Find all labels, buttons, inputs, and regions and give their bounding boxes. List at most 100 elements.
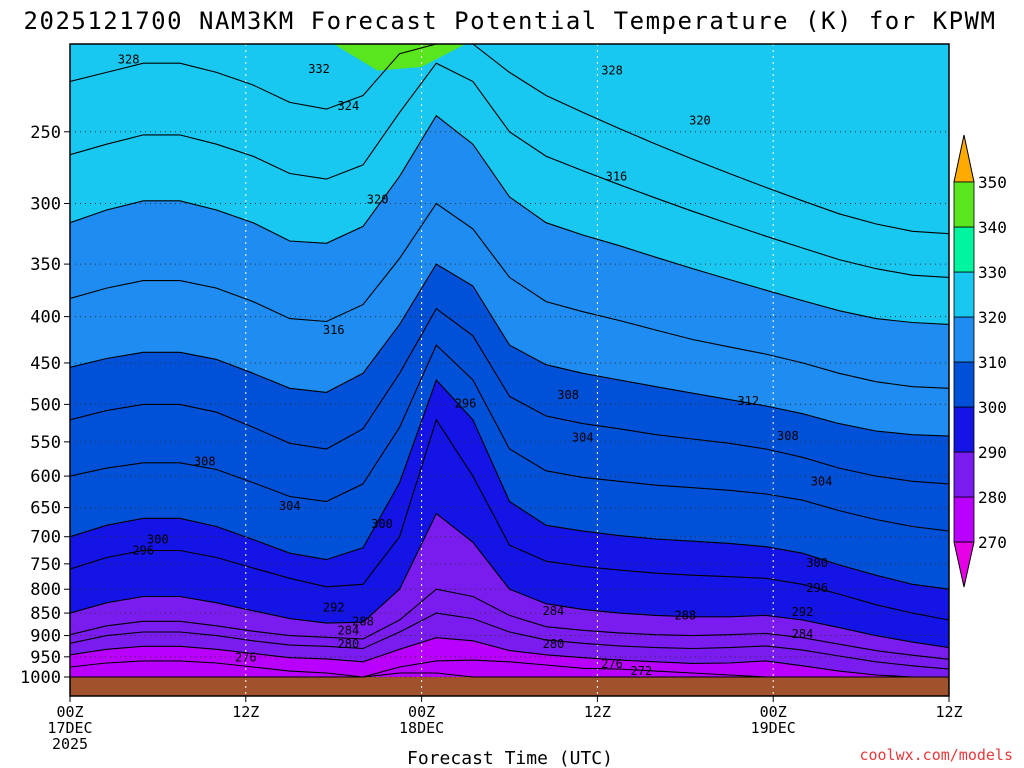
theta-fill-bands — [70, 44, 949, 696]
contour-label: 284 — [338, 624, 360, 638]
colorbar-tick-label: 290 — [978, 443, 1007, 462]
x-tick-label: 00Z — [760, 703, 787, 721]
y-tick-label: 950 — [30, 648, 61, 668]
y-tick-label: 600 — [30, 467, 61, 487]
isentrope-280 — [70, 637, 949, 678]
y-tick-label: 850 — [30, 604, 61, 624]
isentrope-312 — [70, 263, 949, 437]
colorbar-tick-label: 280 — [978, 488, 1007, 507]
band-292 — [70, 419, 949, 648]
plot-frame — [69, 43, 950, 697]
isentrope-284 — [70, 612, 949, 670]
colorbar-segment — [953, 496, 975, 543]
contour-label: 300 — [147, 533, 169, 547]
y-tick-label: 400 — [30, 308, 61, 328]
colorbar-tick-label: 320 — [978, 308, 1007, 327]
contour-label: 284 — [543, 604, 565, 618]
contour-label: 320 — [367, 193, 389, 207]
band-276 — [70, 637, 949, 677]
contour-label: 272 — [631, 664, 653, 678]
colorbar-tick-label: 300 — [978, 398, 1007, 417]
band-328 — [70, 44, 949, 234]
contour-label: 276 — [601, 657, 623, 671]
isentrope-304 — [70, 344, 949, 532]
y-tick-label: 750 — [30, 555, 61, 575]
band-324 — [70, 44, 949, 278]
contour-label: 288 — [674, 608, 696, 622]
colorbar-segment — [953, 226, 975, 273]
x-tick-label: 12Z — [935, 703, 962, 721]
colorbar-tick-label: 270 — [978, 533, 1007, 552]
isentrope-300 — [70, 378, 949, 590]
isentrope-292 — [70, 512, 949, 649]
band-316 — [70, 115, 949, 389]
x-tick-label: 12Z — [584, 703, 611, 721]
y-tick-label: 450 — [30, 354, 61, 374]
colorbar-tick-label: 350 — [978, 173, 1007, 192]
contour-label: 280 — [543, 637, 565, 651]
x-tick-label: 2025 — [52, 735, 88, 753]
band-320 — [70, 63, 949, 325]
colorbar-segment — [953, 271, 975, 318]
band-296 — [70, 380, 949, 620]
contour-label: 284 — [792, 627, 814, 641]
colorbar-bottom-arrow — [953, 541, 975, 588]
band-304 — [70, 308, 949, 532]
contour-label: 312 — [737, 394, 759, 408]
band-284 — [70, 589, 949, 670]
x-tick-label: 12Z — [232, 703, 259, 721]
y-tick-label: 700 — [30, 528, 61, 548]
ground-fill — [70, 677, 949, 696]
contour-label: 280 — [338, 637, 360, 651]
isentrope-328 — [70, 44, 949, 235]
y-tick-label: 900 — [30, 627, 61, 647]
x-tick-label: 19DEC — [751, 719, 796, 737]
contour-label: 276 — [235, 651, 257, 665]
y-tick-label: 300 — [30, 194, 61, 214]
isentrope-276 — [70, 659, 949, 678]
band-280 — [70, 613, 949, 677]
contour-label: 292 — [323, 600, 345, 614]
isentrope-308 — [70, 307, 949, 485]
credit-text: coolwx.com/models — [859, 746, 1013, 764]
x-tick-label: 00Z — [56, 703, 83, 721]
contour-label: 328 — [118, 52, 140, 66]
isentrope-320 — [70, 114, 949, 325]
contour-label: 320 — [689, 114, 711, 128]
colorbar-top-arrow — [953, 134, 975, 183]
y-tick-label: 350 — [30, 255, 61, 275]
contour-label: 316 — [606, 169, 628, 183]
isentrope-lines — [70, 44, 949, 678]
y-tick-label: 250 — [30, 123, 61, 143]
x-tick-label: 18DEC — [399, 719, 444, 737]
band-308 — [70, 264, 949, 484]
contour-label: 324 — [338, 99, 360, 113]
contour-label: 304 — [572, 431, 594, 445]
y-axis: 250 300 350 400 450 500 550 600 650 700 750 800 850 9… — [20, 123, 70, 688]
ground-layer — [70, 677, 949, 696]
x-tick-label: 17DEC — [47, 719, 92, 737]
contour-label: 296 — [132, 544, 154, 558]
colorbar-segment — [953, 181, 975, 228]
isentrope-288 — [70, 588, 949, 660]
colorbar-tick-label: 340 — [978, 218, 1007, 237]
colorbar-segment — [953, 361, 975, 408]
colorbar: 270 280 290 300 310 320 330 340 350 — [953, 134, 1007, 588]
contour-label: 308 — [194, 454, 216, 468]
isentrope-296 — [70, 418, 949, 621]
contour-label: 292 — [792, 605, 814, 619]
band-300 — [70, 345, 949, 590]
band-288 — [70, 513, 949, 660]
colorbar-segment — [953, 451, 975, 498]
contour-labels: 328 332 328 324 320 316 320 316 308 312 296 304 308 3… — [118, 52, 833, 678]
contour-label: 328 — [601, 64, 623, 78]
x-tick-label: 00Z — [408, 703, 435, 721]
isentrope-316 — [70, 202, 949, 389]
colorbar-segment — [953, 406, 975, 453]
y-tick-label: 650 — [30, 499, 61, 519]
contour-label: 300 — [371, 517, 393, 531]
colorbar-tick-label: 310 — [978, 353, 1007, 372]
isentrope-324 — [70, 62, 949, 278]
